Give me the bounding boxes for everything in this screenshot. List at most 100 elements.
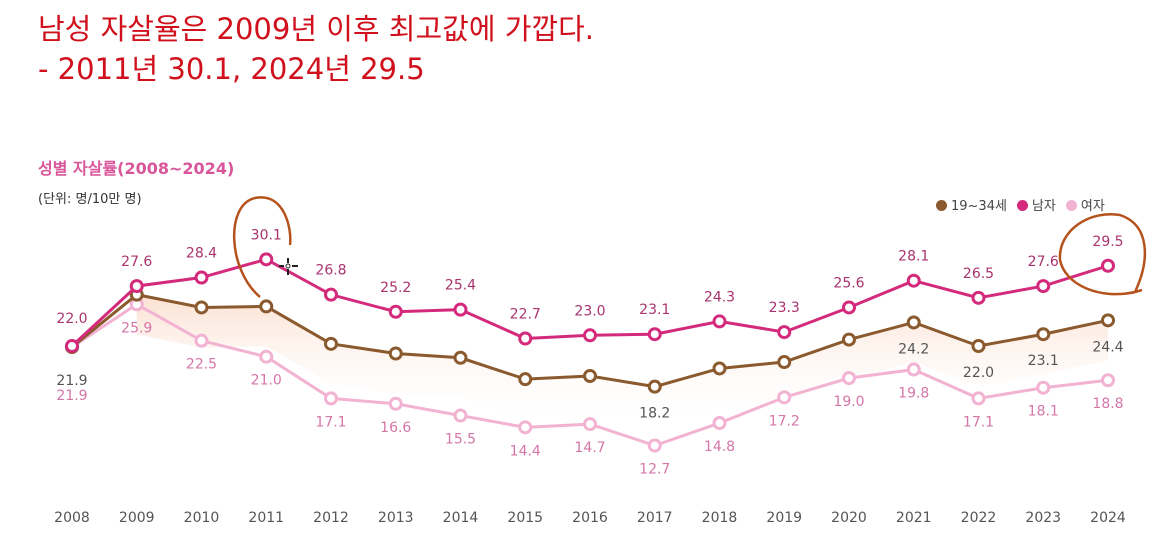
data-label: 23.1 xyxy=(639,302,670,318)
data-label: 27.6 xyxy=(121,254,152,270)
data-label: 14.8 xyxy=(704,439,735,455)
x-tick-label: 2012 xyxy=(313,510,349,526)
data-label: 22.5 xyxy=(186,357,217,373)
data-label: 23.3 xyxy=(769,300,800,316)
x-tick-label: 2008 xyxy=(54,510,90,526)
data-label: 18.8 xyxy=(1092,396,1123,412)
data-label: 16.6 xyxy=(380,420,411,436)
data-point xyxy=(712,416,727,431)
data-label: 21.0 xyxy=(251,373,282,389)
data-point xyxy=(647,438,662,453)
legend-item: 19~34세 xyxy=(936,195,1007,214)
legend-item: 남자 xyxy=(1016,195,1056,214)
crosshair-cursor-icon xyxy=(285,263,291,269)
data-label: 30.1 xyxy=(251,227,282,243)
data-point xyxy=(971,290,986,305)
x-tick-label: 2011 xyxy=(248,510,284,526)
data-label: 21.9 xyxy=(56,373,87,389)
data-label: 24.2 xyxy=(898,341,929,357)
data-point xyxy=(906,273,921,288)
data-point xyxy=(324,287,338,302)
data-label: 14.7 xyxy=(574,440,605,456)
legend-label: 여자 xyxy=(1080,199,1105,214)
data-point xyxy=(388,304,403,319)
data-label: 14.4 xyxy=(510,443,541,459)
data-label: 22.7 xyxy=(510,307,541,323)
data-point xyxy=(647,379,662,394)
legend-dot-icon xyxy=(936,200,947,211)
data-point xyxy=(971,391,986,406)
data-point xyxy=(842,332,856,347)
data-label: 28.4 xyxy=(186,246,217,262)
data-point xyxy=(1101,313,1115,328)
x-tick-label: 2021 xyxy=(896,510,932,526)
data-label: 19.0 xyxy=(833,394,864,410)
legend-dot-icon xyxy=(1016,200,1028,211)
data-label: 23.0 xyxy=(574,303,605,319)
data-point xyxy=(777,325,792,340)
data-point xyxy=(453,408,468,423)
legend-dot-icon xyxy=(1065,200,1077,211)
x-tick-label: 2023 xyxy=(1025,510,1061,526)
data-label: 22.0 xyxy=(963,365,994,381)
data-point xyxy=(65,339,79,353)
data-label: 23.1 xyxy=(1028,353,1059,369)
data-label: 29.5 xyxy=(1092,234,1123,250)
annotation-circle xyxy=(1058,212,1146,296)
data-label: 15.5 xyxy=(445,432,476,448)
data-point xyxy=(906,315,921,330)
data-label: 17.1 xyxy=(963,414,994,430)
data-point xyxy=(194,333,209,348)
x-tick-label: 2019 xyxy=(766,510,802,526)
data-label: 17.2 xyxy=(769,413,800,429)
data-point xyxy=(1036,380,1051,395)
chart-title: 성별 자살률(2008~2024) xyxy=(38,159,235,178)
data-point xyxy=(453,350,468,365)
data-point xyxy=(518,420,533,435)
legend-label: 남자 xyxy=(1031,199,1056,214)
data-label: 19.8 xyxy=(898,386,929,402)
headline-line1: 남성 자살율은 2009년 이후 최고값에 가깝다. xyxy=(38,12,594,46)
data-label: 17.1 xyxy=(315,414,346,430)
data-point xyxy=(777,355,792,370)
chart-unit: (단위: 명/10만 명) xyxy=(38,192,142,207)
data-point xyxy=(712,314,727,329)
x-tick-label: 2016 xyxy=(572,510,608,526)
data-point xyxy=(647,327,662,342)
x-tick-label: 2022 xyxy=(961,510,997,526)
data-point xyxy=(518,372,533,387)
data-label: 26.5 xyxy=(963,266,994,282)
data-point xyxy=(1036,279,1051,294)
data-point xyxy=(388,396,403,411)
data-label: 25.4 xyxy=(445,278,476,294)
data-label: 25.9 xyxy=(121,320,152,336)
legend-label: 19~34세 xyxy=(951,199,1007,214)
data-label: 25.2 xyxy=(380,280,411,296)
data-label: 12.7 xyxy=(639,462,670,478)
data-point xyxy=(259,299,274,314)
data-point xyxy=(388,346,403,361)
data-point xyxy=(583,417,597,432)
x-tick-label: 2009 xyxy=(119,510,155,526)
data-label: 24.4 xyxy=(1092,339,1123,355)
legend: 19~34세 남자 여자 xyxy=(936,195,1105,214)
x-tick-label: 2010 xyxy=(184,510,220,526)
x-tick-label: 2013 xyxy=(378,510,414,526)
x-tick-label: 2015 xyxy=(507,510,543,526)
data-label: 22.0 xyxy=(56,311,87,327)
data-point xyxy=(129,279,144,294)
data-point xyxy=(583,368,597,383)
crosshair-cursor-icon xyxy=(279,258,298,275)
data-label: 25.6 xyxy=(833,275,864,291)
data-point xyxy=(453,302,468,317)
data-point xyxy=(712,361,727,376)
data-point xyxy=(194,270,209,285)
data-point xyxy=(906,362,921,377)
data-label: 18.1 xyxy=(1028,404,1059,420)
data-point xyxy=(1101,258,1115,273)
x-tick-label: 2017 xyxy=(637,510,673,526)
data-point xyxy=(259,252,274,267)
x-tick-label: 2024 xyxy=(1090,510,1126,526)
legend-item: 여자 xyxy=(1065,195,1105,214)
